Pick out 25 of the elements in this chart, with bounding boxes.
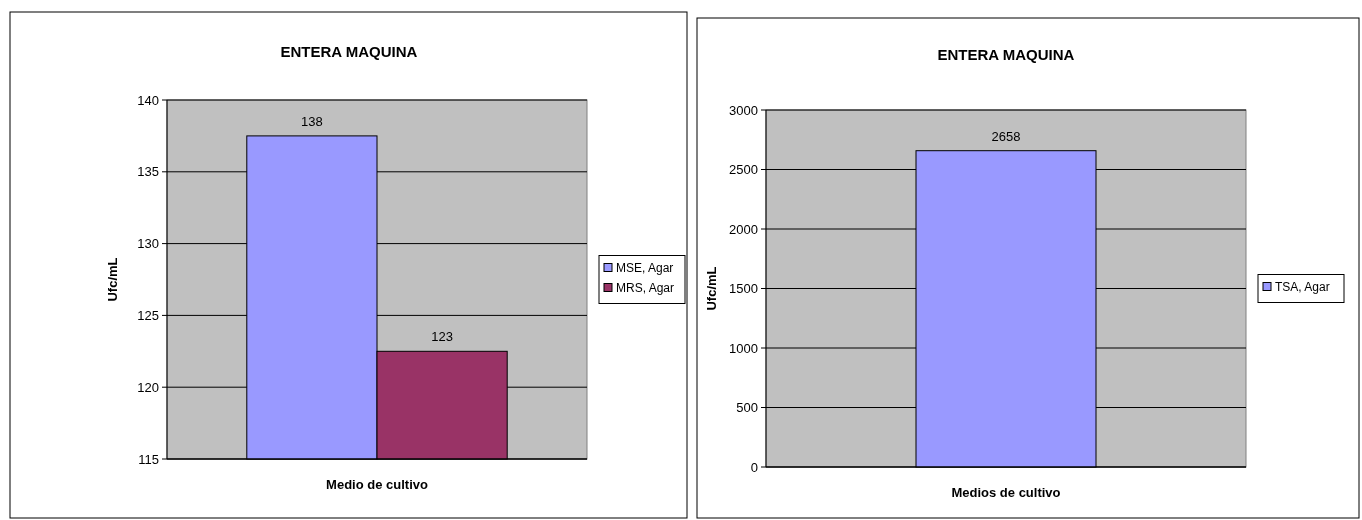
y-tick-label: 115 (138, 451, 159, 467)
y-tick-label: 1500 (729, 281, 758, 297)
chart-title: ENTERA MAQUINA (280, 43, 418, 60)
x-axis-title: Medios de cultivo (951, 485, 1061, 500)
y-axis-title: Ufc/mL (105, 257, 120, 302)
y-tick-label: 140 (137, 92, 159, 108)
x-axis-title: Medio de cultivo (326, 477, 428, 492)
legend-label: MSE, Agar (616, 260, 674, 275)
data-label: 2658 (991, 128, 1021, 144)
y-axis-title: Ufc/mL (704, 266, 719, 311)
y-tick-label: 0 (750, 459, 758, 475)
data-label: 123 (431, 329, 453, 345)
chart-title: ENTERA MAQUINA (937, 46, 1075, 63)
y-tick-label: 125 (137, 307, 159, 323)
y-tick-label: 135 (137, 164, 159, 180)
y-tick-label: 500 (736, 400, 758, 416)
data-label: 138 (301, 113, 323, 129)
legend-label: MRS, Agar (616, 280, 675, 295)
y-tick-label: 2000 (729, 221, 758, 237)
y-tick-label: 2500 (729, 162, 758, 178)
y-tick-label: 1000 (729, 340, 758, 356)
y-tick-label: 3000 (729, 102, 758, 118)
y-tick-label: 130 (137, 236, 159, 252)
legend-label: TSA, Agar (1275, 279, 1330, 294)
y-tick-label: 120 (137, 379, 159, 395)
